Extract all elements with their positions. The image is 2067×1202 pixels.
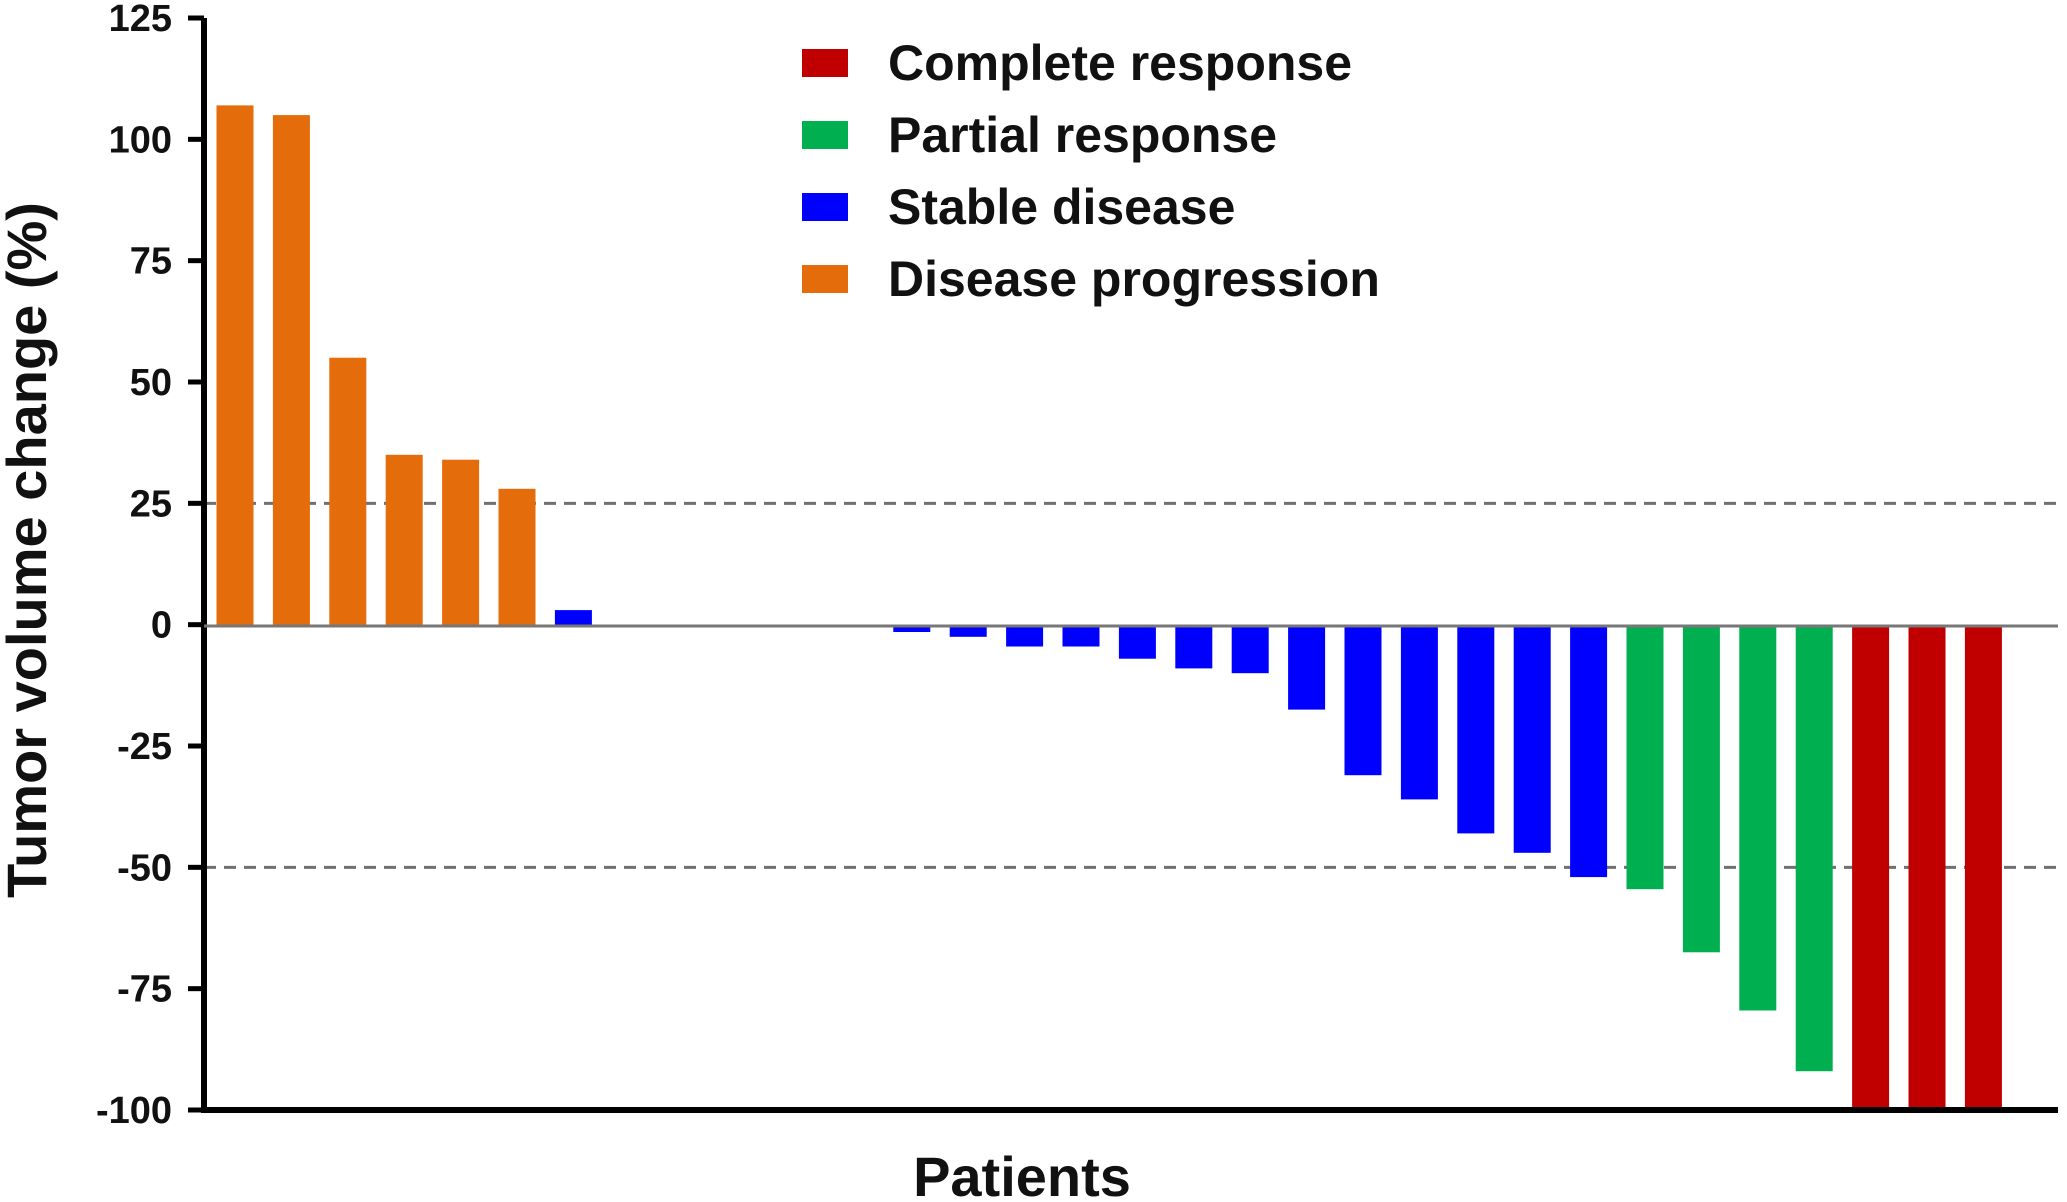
bar <box>1118 624 1156 659</box>
legend-label: Partial response <box>888 107 1277 163</box>
bar <box>385 454 423 625</box>
legend: Complete response Partial response Stable … <box>802 35 1380 307</box>
y-tick-label: 25 <box>130 483 172 525</box>
bar <box>1739 624 1777 1011</box>
x-axis-title: Patients <box>913 1145 1131 1202</box>
bar <box>1006 624 1044 647</box>
bar <box>893 624 931 632</box>
bar <box>1513 624 1551 853</box>
y-ticks: 125 100 75 50 25 0 -25 -50 -75 -100 <box>96 0 204 1132</box>
legend-swatch <box>802 49 848 77</box>
y-tick-label: -75 <box>117 969 172 1011</box>
axes <box>201 18 2058 1113</box>
legend-swatch <box>802 193 848 221</box>
bar <box>1852 624 1890 1110</box>
bar <box>272 115 310 625</box>
bar <box>1175 624 1213 669</box>
bar <box>442 459 480 625</box>
bar <box>1400 624 1438 800</box>
y-tick-label: 0 <box>151 605 172 647</box>
y-tick-label: -100 <box>96 1090 172 1132</box>
bar <box>949 624 987 637</box>
y-tick-label: 50 <box>130 362 172 404</box>
legend-swatch <box>802 265 848 293</box>
bars <box>216 105 2002 1110</box>
bar <box>554 610 592 625</box>
y-tick-label: 125 <box>109 0 172 40</box>
y-tick-label: 75 <box>130 241 172 283</box>
y-tick-label: -25 <box>117 726 172 768</box>
bar <box>1344 624 1382 776</box>
bar <box>216 105 254 625</box>
bar <box>1570 624 1608 878</box>
bar <box>1908 624 1946 1110</box>
bar <box>1457 624 1495 834</box>
y-tick-label: 100 <box>109 119 172 161</box>
bar <box>1231 624 1269 674</box>
legend-swatch <box>802 121 848 149</box>
y-axis-title: Tumor volume change (%) <box>0 202 58 898</box>
reference-lines <box>204 501 2058 869</box>
bar <box>1626 624 1664 890</box>
bar <box>1795 624 1833 1072</box>
legend-label: Complete response <box>888 35 1352 91</box>
bar <box>1288 624 1326 710</box>
bar <box>1062 624 1100 647</box>
bar <box>1682 624 1720 953</box>
bar <box>1964 624 2002 1110</box>
bar <box>498 488 536 625</box>
y-tick-label: -50 <box>117 847 172 889</box>
bar <box>329 357 367 625</box>
legend-label: Stable disease <box>888 179 1235 235</box>
legend-label: Disease progression <box>888 251 1380 307</box>
